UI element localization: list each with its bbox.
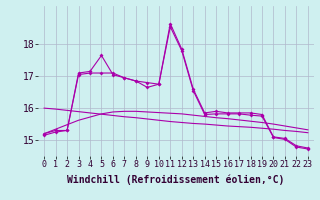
X-axis label: Windchill (Refroidissement éolien,°C): Windchill (Refroidissement éolien,°C): [67, 175, 285, 185]
